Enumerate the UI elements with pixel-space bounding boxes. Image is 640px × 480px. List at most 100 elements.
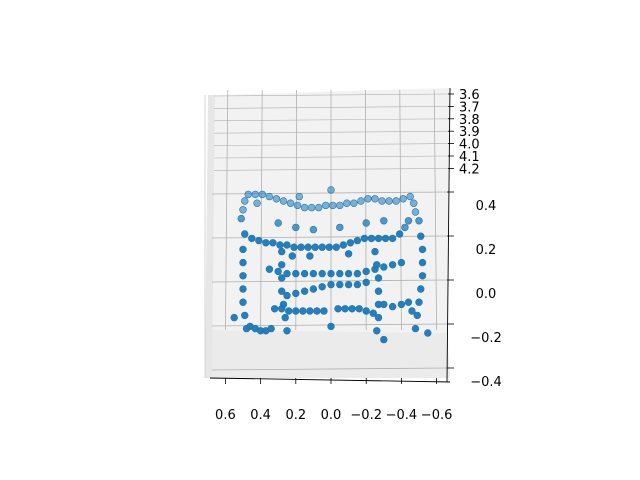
data-points [230,186,432,344]
data-point [309,269,318,278]
data-point [230,313,238,322]
x-gridline [225,89,229,331]
data-point [241,197,249,205]
data-point [350,199,358,207]
data-point [239,206,247,214]
x-tick-label: −0.6 [421,408,453,423]
data-point [374,287,383,295]
data-point [274,219,282,227]
data-point [336,223,344,232]
data-point [353,269,362,278]
data-point [334,305,342,313]
data-point [404,217,413,225]
x-tick-label: 0.0 [321,408,342,423]
data-point [278,247,286,256]
data-point [413,311,421,320]
y-gridline [211,367,448,371]
data-point [241,311,249,320]
data-point [258,190,267,199]
data-point [392,197,400,205]
data-point [411,324,420,333]
data-point [374,274,383,282]
data-point [283,241,291,249]
data-point [278,305,286,313]
data-point [304,243,312,251]
x-gridline [260,89,263,331]
data-point [320,307,328,315]
data-point [297,243,305,251]
data-point [325,243,333,251]
data-point [374,313,383,322]
data-point [248,234,256,243]
data-point [292,307,300,315]
data-point [371,195,379,203]
y-tick-label: 0.2 [476,243,497,258]
x-tick-label: 0.4 [250,408,271,423]
data-point [417,232,425,240]
data-point [283,269,291,278]
z-tick-label: 3.9 [459,125,480,140]
data-point [272,195,281,203]
data-point [388,234,397,243]
data-point [357,197,365,205]
data-point [341,305,349,313]
data-point [262,239,270,247]
z-tick-label: 4.2 [459,162,480,177]
data-point [239,258,247,267]
y-tick-label: 0.4 [476,199,497,214]
data-point [300,287,309,295]
data-point [276,241,284,249]
data-point [401,223,409,232]
data-point [385,197,393,205]
data-point [265,192,274,201]
data-point [415,217,423,225]
data-point [274,267,282,276]
data-point [286,199,295,207]
data-point [283,327,291,335]
data-point [281,313,289,322]
z-gridline [213,106,449,109]
data-point [408,307,416,315]
x-gridline [364,89,367,331]
data-point [265,265,274,273]
data-point [244,190,252,199]
data-point [329,201,337,210]
data-point [344,269,353,278]
data-point [306,307,314,315]
data-point [373,327,381,335]
data-point [288,252,296,260]
z-gridline [213,130,449,134]
data-point [380,300,388,309]
data-point [344,250,353,258]
data-point [285,307,293,315]
data-point [295,192,304,201]
data-point [397,300,406,309]
data-point [415,298,423,306]
data-point [353,280,362,289]
data-point [332,243,340,251]
data-point [353,236,362,245]
x-tick-label: 0.2 [285,408,306,423]
z-tick-label: 4.1 [459,150,480,165]
data-point [380,335,388,344]
data-point [360,234,369,243]
data-point [380,263,388,271]
data-point [313,307,321,315]
z-gridline [213,118,449,122]
data-point [300,269,309,278]
data-point [306,252,314,260]
data-point [309,285,318,293]
data-point [241,230,249,238]
data-point [318,269,326,278]
data-point [417,285,425,293]
data-point [300,203,309,212]
z-tick-label: 3.8 [459,113,480,128]
data-point [237,214,245,223]
data-point [311,243,319,251]
data-point [307,203,316,212]
data-point [278,287,286,295]
z-tick-label: 4.0 [459,138,480,153]
data-point [380,217,388,225]
z-tick-label: 3.7 [459,100,480,115]
data-point [293,201,302,210]
